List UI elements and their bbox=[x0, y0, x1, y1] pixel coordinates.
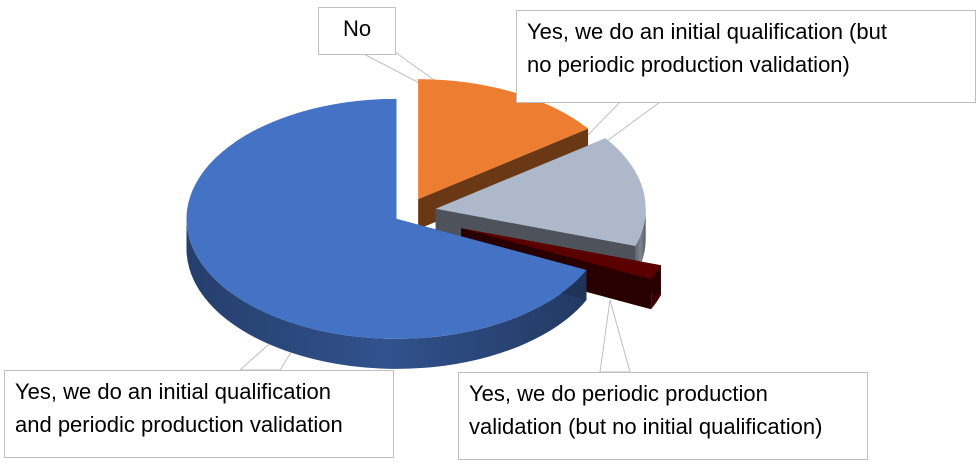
callout-both: Yes, we do an initial qualification and … bbox=[4, 370, 394, 458]
callout-no: No bbox=[318, 7, 396, 55]
callout-both-line-2: and periodic production validation bbox=[15, 412, 343, 437]
pie-slice-3 bbox=[186, 98, 587, 369]
callout-initial-qualification-only: Yes, we do an initial qualification (but… bbox=[516, 10, 976, 103]
leader-periodic bbox=[599, 299, 631, 373]
callout-periodic-validation-only: Yes, we do periodic production validatio… bbox=[458, 372, 868, 460]
pie-slice-1-top bbox=[435, 138, 646, 246]
callout-initial-line-2: no periodic production validation) bbox=[527, 52, 850, 77]
callout-both-line-1: Yes, we do an initial qualification bbox=[15, 379, 331, 404]
pie-slice-0-top bbox=[418, 79, 589, 200]
callout-periodic-line-1: Yes, we do periodic production bbox=[469, 381, 768, 406]
pie-slices bbox=[186, 79, 661, 369]
pie-slice-3-side bbox=[186, 218, 587, 369]
pie-slice-3-top bbox=[186, 98, 587, 339]
pie-slice-1-side bbox=[635, 208, 646, 276]
callout-initial-line-1: Yes, we do an initial qualification (but bbox=[527, 19, 887, 44]
callout-periodic-line-2: validation (but no initial qualification… bbox=[469, 414, 823, 439]
pie-slice-2-top bbox=[461, 228, 661, 280]
callout-no-line-1: No bbox=[343, 16, 372, 41]
